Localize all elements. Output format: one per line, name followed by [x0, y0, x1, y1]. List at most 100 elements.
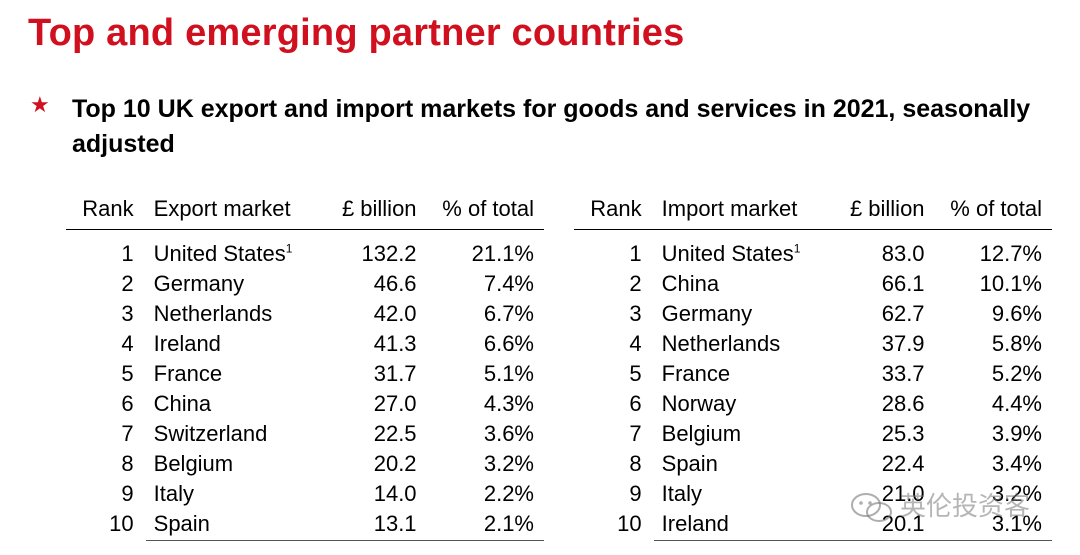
rank-cell: 8 [629, 451, 642, 476]
table-row: 8 Spain 22.4 3.4% [574, 449, 1052, 479]
rank-cell: 3 [629, 301, 642, 326]
column-header-percent: % of total [416, 192, 544, 230]
market-cell: Belgium [661, 421, 742, 446]
table-header-row: Rank Import market £ billion % of total [574, 192, 1052, 230]
billion-cell: 41.3 [373, 331, 417, 356]
column-header-market: Export market [153, 192, 325, 230]
market-cell: China [153, 391, 212, 416]
market-cell: China [661, 271, 720, 296]
percent-cell: 12.7% [979, 241, 1042, 266]
rank-cell: 1 [629, 241, 642, 266]
percent-cell: 10.1% [979, 271, 1042, 296]
rank-cell: 6 [629, 391, 642, 416]
rank-cell: 4 [121, 331, 134, 356]
table-row: 10 Ireland 20.1 3.1% [574, 509, 1052, 549]
column-header-billion: £ billion [324, 192, 417, 230]
table-row: 3 Germany 62.7 9.6% [574, 299, 1052, 329]
column-header-billion: £ billion [832, 192, 925, 230]
table-row: 7 Switzerland 22.5 3.6% [66, 419, 544, 449]
rank-cell: 2 [121, 271, 134, 296]
watermark-text: 英伦投资客 [900, 491, 1031, 521]
billion-cell: 62.7 [881, 301, 925, 326]
billion-cell: 46.6 [373, 271, 417, 296]
market-cell: France [661, 361, 731, 386]
billion-cell: 132.2 [361, 241, 417, 266]
market-cell: Spain [153, 511, 210, 536]
column-header-rank: Rank [66, 192, 154, 230]
billion-cell: 33.7 [881, 361, 925, 386]
market-cell: France [153, 361, 223, 386]
percent-cell: 5.2% [991, 361, 1042, 386]
footnote-marker: 1 [793, 241, 801, 256]
market-cell: Italy [153, 481, 194, 506]
watermark: 英伦投资客 [850, 486, 1030, 524]
market-cell: United States1 [661, 241, 801, 266]
table-row: 8 Belgium 20.2 3.2% [66, 449, 544, 479]
column-header-market: Import market [661, 192, 833, 230]
table-row: 6 Norway 28.6 4.4% [574, 389, 1052, 419]
billion-cell: 20.2 [373, 451, 417, 476]
wechat-icon [850, 492, 894, 524]
rank-cell: 6 [121, 391, 134, 416]
billion-cell: 37.9 [881, 331, 925, 356]
market-cell: Italy [661, 481, 702, 506]
percent-cell: 3.1% [991, 511, 1042, 536]
percent-cell: 6.6% [483, 331, 534, 356]
percent-cell: 2.2% [483, 481, 534, 506]
table-header-row: Rank Export market £ billion % of total [66, 192, 544, 230]
percent-cell: 2.1% [483, 511, 534, 536]
rank-cell: 7 [121, 421, 134, 446]
rank-cell: 3 [121, 301, 134, 326]
table-row: 4 Ireland 41.3 6.6% [66, 329, 544, 359]
rank-cell: 5 [121, 361, 134, 386]
table-row: 6 China 27.0 4.3% [66, 389, 544, 419]
star-bullet-icon: ★ [30, 92, 50, 117]
billion-cell: 13.1 [373, 511, 417, 536]
percent-cell: 3.2% [991, 481, 1042, 506]
billion-cell: 66.1 [881, 271, 925, 296]
percent-cell: 6.7% [483, 301, 534, 326]
column-header-percent: % of total [924, 192, 1052, 230]
billion-cell: 22.4 [881, 451, 925, 476]
billion-cell: 14.0 [373, 481, 417, 506]
market-cell: Germany [153, 271, 245, 296]
billion-cell: 20.1 [881, 511, 925, 536]
billion-cell: 27.0 [373, 391, 417, 416]
column-header-rank: Rank [574, 192, 662, 230]
billion-cell: 25.3 [881, 421, 925, 446]
market-cell: Norway [661, 391, 737, 416]
rank-cell: 7 [629, 421, 642, 446]
market-cell: Ireland [153, 331, 221, 356]
market-cell: Germany [661, 301, 753, 326]
table-row: 9 Italy 21.0 3.2% [574, 479, 1052, 509]
billion-cell: 22.5 [373, 421, 417, 446]
market-cell: Spain [661, 451, 718, 476]
billion-cell: 28.6 [881, 391, 925, 416]
table-row: 3 Netherlands 42.0 6.7% [66, 299, 544, 329]
table-row: 1 United States1 83.0 12.7% [574, 230, 1052, 270]
market-cell: Netherlands [661, 331, 781, 356]
market-cell: Ireland [661, 511, 729, 536]
rank-cell: 10 [109, 511, 134, 536]
percent-cell: 3.6% [483, 421, 534, 446]
import-bottom-rule [654, 540, 1052, 541]
rank-cell: 9 [629, 481, 642, 506]
table-row: 7 Belgium 25.3 3.9% [574, 419, 1052, 449]
export-markets-table: Rank Export market £ billion % of total … [66, 192, 544, 549]
rank-cell: 2 [629, 271, 642, 296]
billion-cell: 83.0 [881, 241, 925, 266]
percent-cell: 3.9% [991, 421, 1042, 446]
table-row: 9 Italy 14.0 2.2% [66, 479, 544, 509]
table-row: 5 France 33.7 5.2% [574, 359, 1052, 389]
table-row: 2 Germany 46.6 7.4% [66, 269, 544, 299]
percent-cell: 4.4% [991, 391, 1042, 416]
rank-cell: 4 [629, 331, 642, 356]
table-row: 5 France 31.7 5.1% [66, 359, 544, 389]
footnote-marker: 1 [285, 241, 293, 256]
percent-cell: 4.3% [483, 391, 534, 416]
percent-cell: 7.4% [483, 271, 534, 296]
percent-cell: 21.1% [471, 241, 534, 266]
table-row: 1 United States1 132.2 21.1% [66, 230, 544, 270]
rank-cell: 10 [617, 511, 642, 536]
table-row: 2 China 66.1 10.1% [574, 269, 1052, 299]
